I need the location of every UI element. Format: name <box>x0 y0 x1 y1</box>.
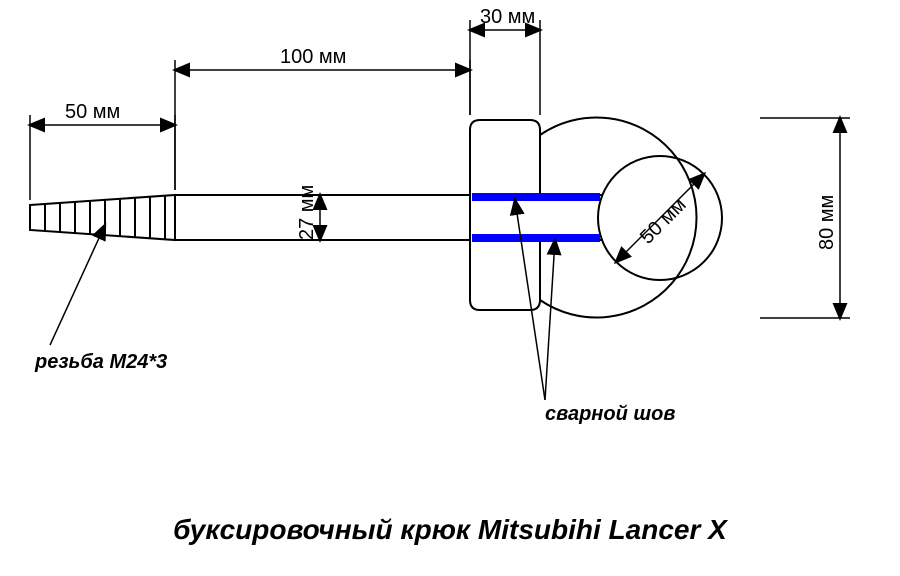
dim-thread-len-text: 50 мм <box>65 101 120 123</box>
dim-shaft-len: 100 мм <box>175 46 470 190</box>
dim-flange-w: 30 мм <box>470 6 540 115</box>
dim-ring-outer-text: 80 мм <box>816 195 838 250</box>
weld-label: сварной шов <box>545 403 675 425</box>
diagram-title: буксировочный крюк Mitsubihi Lancer X <box>0 514 900 546</box>
dim-shaft-dia: 27 мм <box>296 185 320 240</box>
dim-shaft-dia-text: 27 мм <box>296 185 318 240</box>
dim-thread-len: 50 мм <box>30 101 175 200</box>
tow-hook-body <box>30 117 722 317</box>
annotations: резьба М24*3 сварной шов <box>34 200 675 425</box>
dimensions: 50 мм 100 мм 30 мм 27 мм 50 мм <box>30 6 850 318</box>
dim-ring-inner-text: 50 мм <box>636 194 691 249</box>
dim-ring-outer: 80 мм <box>760 118 850 318</box>
weld-seams <box>472 197 600 238</box>
dim-shaft-len-text: 100 мм <box>280 46 346 68</box>
dim-flange-w-text: 30 мм <box>480 6 535 28</box>
diagram-canvas: 50 мм 100 мм 30 мм 27 мм 50 мм <box>0 0 900 576</box>
thread-spec-label: резьба М24*3 <box>34 351 167 373</box>
